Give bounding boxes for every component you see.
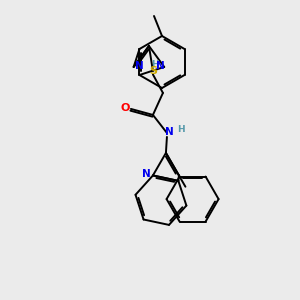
Text: O: O <box>120 103 130 113</box>
Text: N: N <box>135 61 144 71</box>
Text: N: N <box>142 169 150 179</box>
Text: N: N <box>165 127 173 137</box>
Text: S: S <box>149 66 157 76</box>
Text: H: H <box>177 125 185 134</box>
Text: N: N <box>156 61 165 71</box>
Text: H: H <box>152 61 159 70</box>
